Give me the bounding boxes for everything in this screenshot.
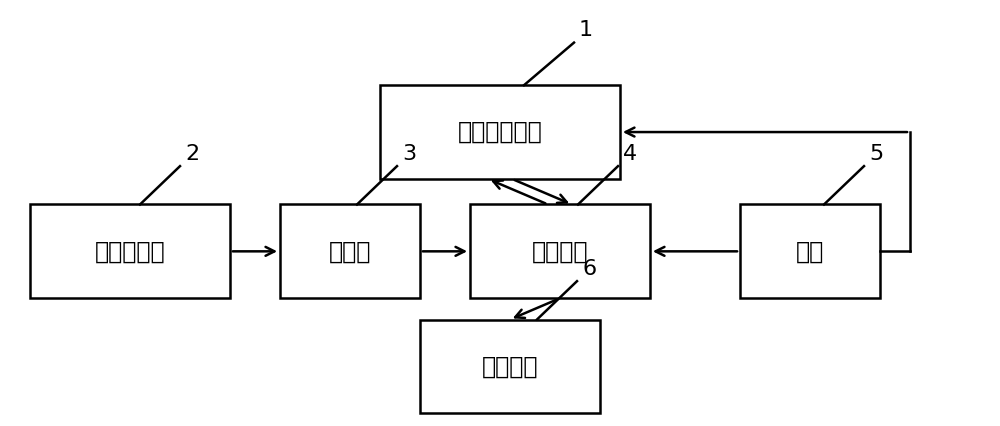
Text: 高亮光源: 高亮光源 <box>482 354 538 378</box>
Text: 触发传感器: 触发传感器 <box>95 239 165 263</box>
Text: 3: 3 <box>402 144 416 164</box>
Text: 采集卡: 采集卡 <box>329 239 371 263</box>
Text: 工业摄像机组: 工业摄像机组 <box>458 120 542 144</box>
Text: 6: 6 <box>582 259 596 279</box>
FancyBboxPatch shape <box>380 85 620 179</box>
Text: 2: 2 <box>185 144 199 164</box>
FancyBboxPatch shape <box>420 320 600 413</box>
FancyBboxPatch shape <box>30 204 230 298</box>
FancyBboxPatch shape <box>280 204 420 298</box>
Text: 5: 5 <box>869 144 883 164</box>
Text: 电脑: 电脑 <box>796 239 824 263</box>
Text: 4: 4 <box>623 144 637 164</box>
FancyBboxPatch shape <box>470 204 650 298</box>
Text: 控制电路: 控制电路 <box>532 239 588 263</box>
FancyBboxPatch shape <box>740 204 880 298</box>
Text: 1: 1 <box>579 20 593 40</box>
